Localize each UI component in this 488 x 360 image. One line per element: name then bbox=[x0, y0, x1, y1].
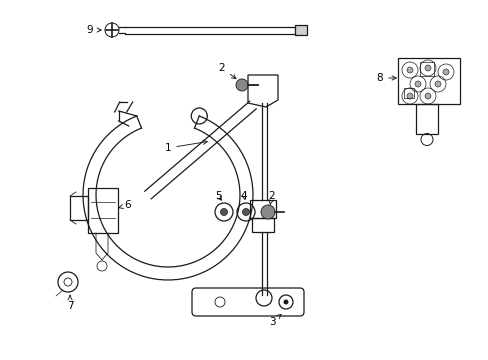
Circle shape bbox=[442, 69, 448, 75]
Circle shape bbox=[261, 205, 274, 219]
Text: 7: 7 bbox=[66, 295, 73, 311]
Circle shape bbox=[406, 93, 412, 99]
Circle shape bbox=[424, 93, 430, 99]
Bar bbox=[415, 104, 437, 134]
Text: 2: 2 bbox=[268, 191, 275, 204]
Text: 2: 2 bbox=[218, 63, 236, 79]
Circle shape bbox=[242, 208, 249, 216]
Circle shape bbox=[406, 67, 412, 73]
Text: 1: 1 bbox=[164, 140, 207, 153]
Text: 5: 5 bbox=[214, 191, 221, 201]
Bar bbox=[397, 58, 459, 104]
Circle shape bbox=[220, 208, 227, 216]
Circle shape bbox=[236, 79, 247, 91]
Bar bbox=[403, 88, 413, 98]
Bar bbox=[249, 200, 275, 218]
Circle shape bbox=[434, 81, 440, 87]
Text: 3: 3 bbox=[268, 314, 281, 327]
Bar bbox=[88, 188, 118, 233]
Text: 8: 8 bbox=[376, 73, 395, 83]
Text: 9: 9 bbox=[86, 25, 101, 35]
Circle shape bbox=[424, 65, 430, 71]
Circle shape bbox=[283, 300, 288, 305]
Bar bbox=[419, 62, 433, 76]
Circle shape bbox=[414, 81, 420, 87]
Bar bbox=[70, 196, 88, 220]
Text: 4: 4 bbox=[240, 191, 247, 201]
Text: 6: 6 bbox=[119, 200, 131, 210]
Bar bbox=[294, 25, 306, 35]
Bar bbox=[251, 218, 273, 232]
